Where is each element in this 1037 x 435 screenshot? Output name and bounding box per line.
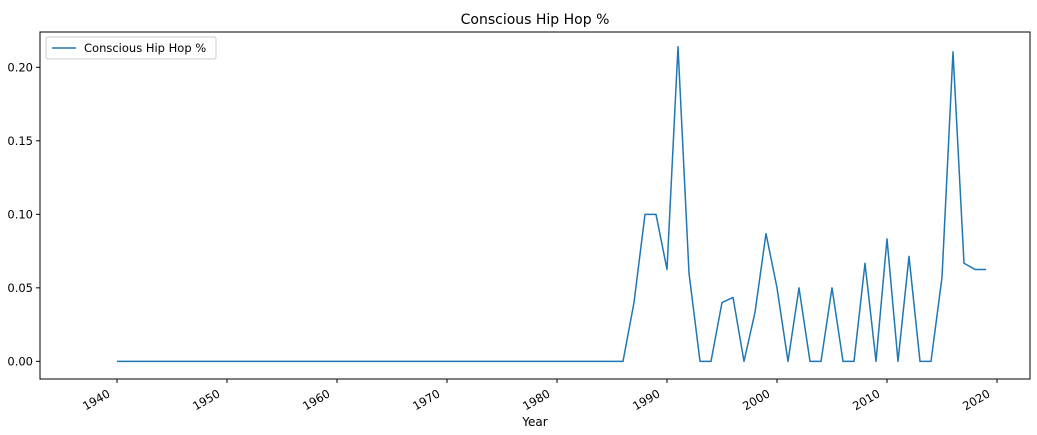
x-tick-label: 2020 — [960, 386, 992, 413]
x-axis: 1940 1950 1960 1970 1980 1990 2000 2010 2020 — [80, 379, 998, 413]
y-tick-label: 0.10 — [7, 207, 33, 221]
x-tick-label: 1940 — [80, 386, 112, 413]
x-tick-label: 1990 — [630, 386, 662, 413]
legend: Conscious Hip Hop % — [45, 36, 217, 60]
legend-box — [45, 36, 217, 60]
chart-title: Conscious Hip Hop % — [461, 12, 610, 28]
series-line — [117, 45, 986, 363]
y-tick-label: 0.05 — [7, 281, 33, 295]
x-tick-label: 1950 — [190, 386, 222, 413]
x-tick-label: 1970 — [410, 386, 442, 413]
legend-label: Conscious Hip Hop % — [84, 41, 206, 55]
x-tick-label: 1960 — [300, 386, 332, 413]
plot-area — [117, 45, 986, 363]
x-axis-label: Year — [521, 415, 547, 429]
x-tick-label: 2010 — [850, 386, 882, 413]
x-tick-label: 2000 — [740, 386, 772, 413]
y-tick-label: 0.20 — [7, 60, 33, 74]
plot-frame — [39, 31, 1031, 380]
y-tick-label: 0.15 — [7, 134, 33, 148]
y-axis: 0.00 0.05 0.10 0.15 0.20 — [7, 60, 40, 368]
x-tick-label: 1980 — [520, 386, 552, 413]
y-tick-label: 0.00 — [7, 354, 33, 368]
